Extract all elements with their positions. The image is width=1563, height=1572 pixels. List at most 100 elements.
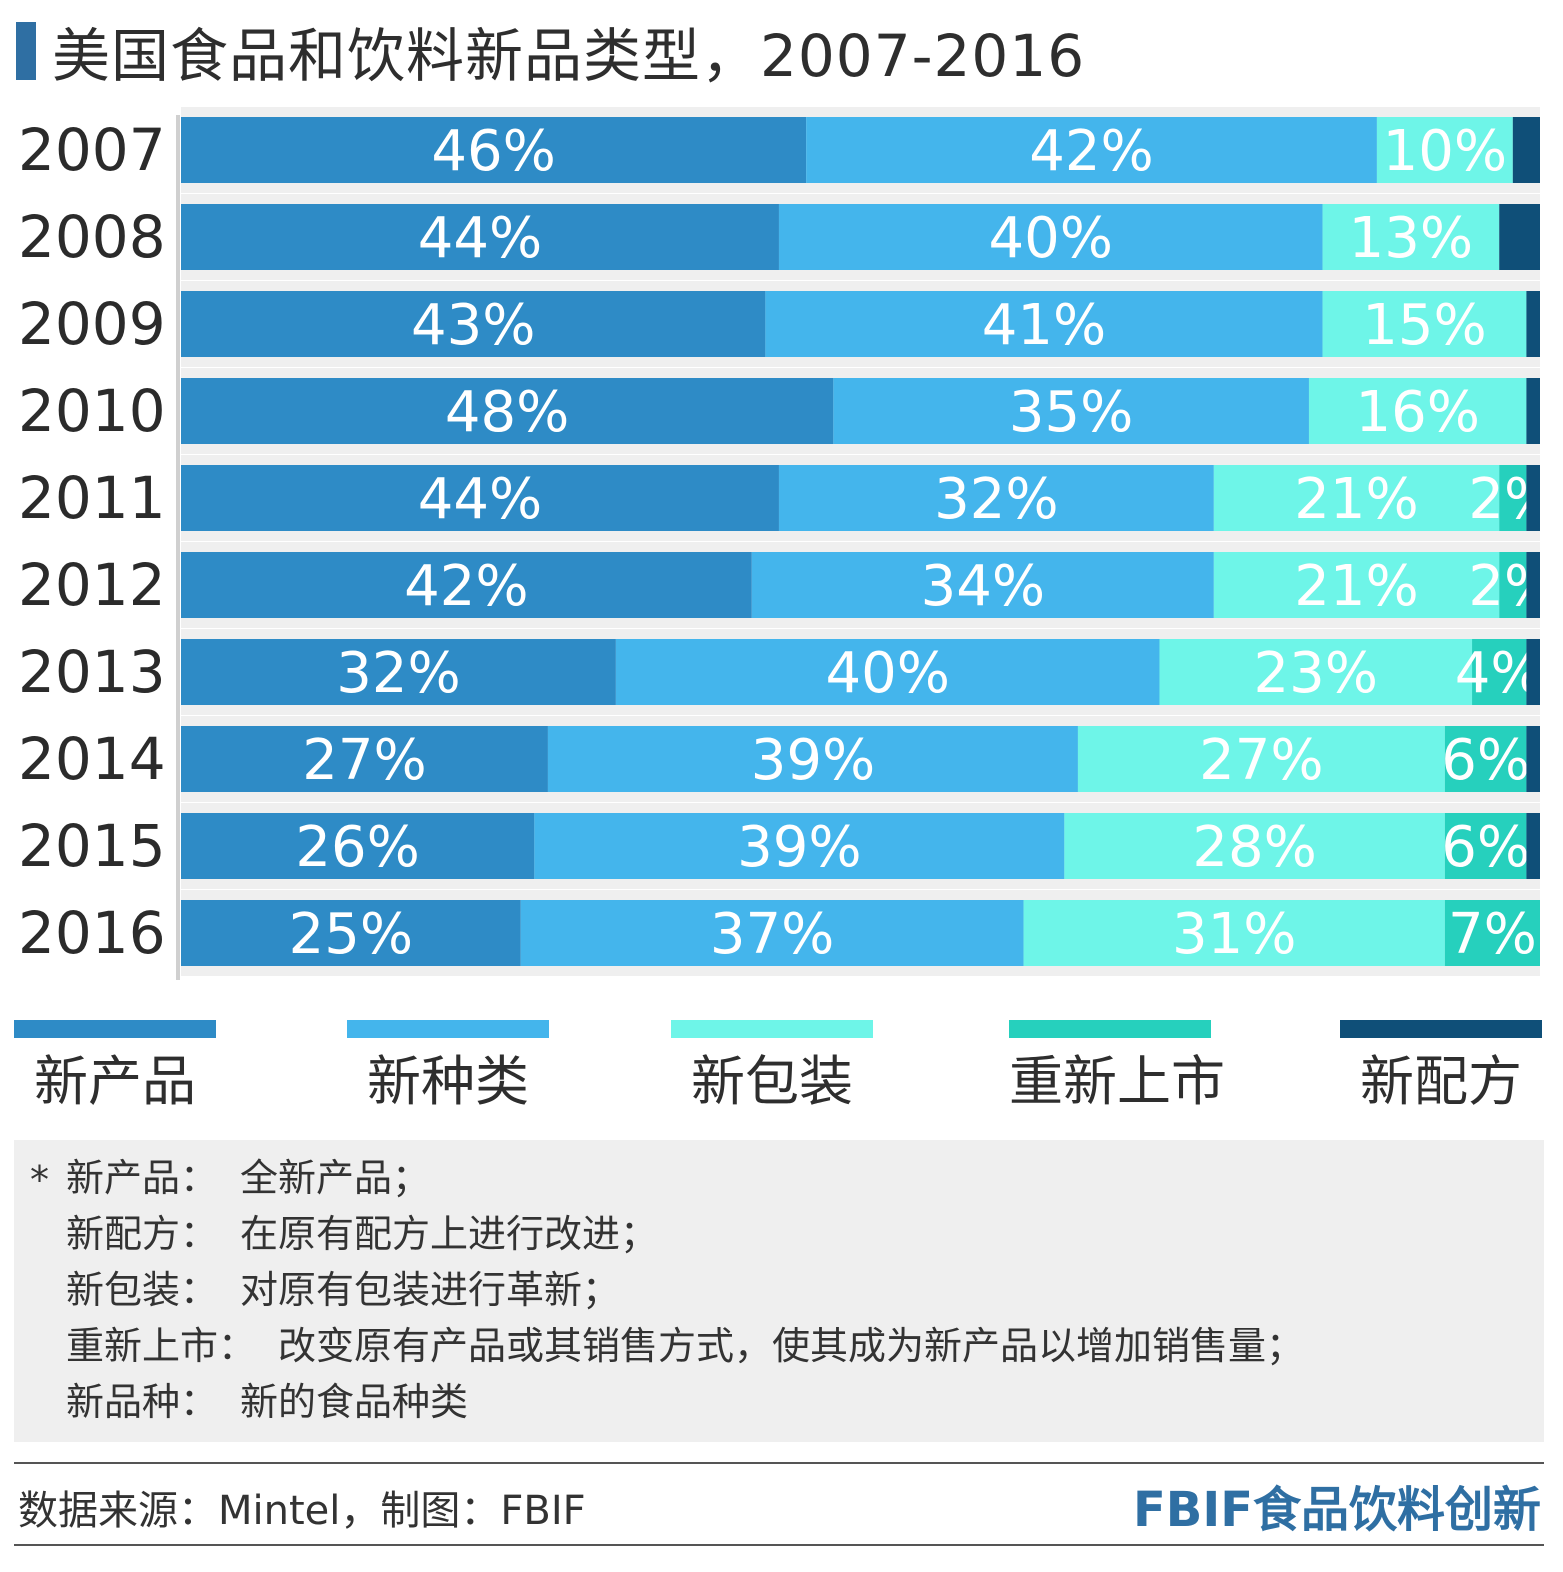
legend-item-new-product: 新产品 <box>14 1020 216 1112</box>
bar-segment <box>181 117 807 183</box>
y-tick-label: 2009 <box>18 290 166 358</box>
bar-segment <box>1444 726 1527 792</box>
data-label: 6% <box>1441 815 1530 880</box>
bar-segment <box>1023 900 1445 966</box>
stacked-bar-chart: 2007 46% 42% 10% 2008 44% 40% 13% 2009 43% 41% 15% 2… <box>18 107 1557 980</box>
data-label: 26% <box>295 815 419 880</box>
data-label: 28% <box>1192 815 1316 880</box>
data-source: 数据来源：Mintel，制图：FBIF <box>18 1488 586 1534</box>
note-term: 新配方： <box>66 1212 219 1256</box>
bar-segment <box>1526 378 1540 444</box>
y-tick-label: 2007 <box>18 116 166 184</box>
note-line: 新配方： 在原有配方上进行改进； <box>66 1206 658 1262</box>
bar-segment <box>181 726 548 792</box>
legend-swatch <box>347 1020 549 1038</box>
bar-segment <box>1322 291 1527 357</box>
bar-segment <box>1159 639 1473 705</box>
data-label: 13% <box>1349 206 1473 271</box>
note-line: 新产品： 全新产品； <box>66 1150 430 1206</box>
data-label: 16% <box>1355 380 1479 445</box>
footer-bottom-rule <box>14 1544 1544 1546</box>
data-label: 46% <box>431 119 555 184</box>
bar-segment <box>1213 552 1500 618</box>
data-label: 27% <box>1199 728 1323 793</box>
bar-segment <box>833 378 1309 444</box>
data-label: 27% <box>302 728 426 793</box>
note-term: 新品种： <box>66 1380 219 1424</box>
data-label: 44% <box>418 206 542 271</box>
y-tick-label: 2012 <box>18 551 166 619</box>
data-label: 42% <box>1029 119 1153 184</box>
title-row: 美国食品和饮料新品类型，2007-2016 <box>16 14 1085 90</box>
note-marker: * <box>30 1158 49 1202</box>
bar-segment <box>534 813 1065 879</box>
data-label: 39% <box>737 815 861 880</box>
definitions-panel: * 新产品： 全新产品； 新配方： 在原有配方上进行改进； 新包装： 对原有包装进行革… <box>14 1140 1544 1442</box>
legend: 新产品 新种类 新包装 重新上市 新配方 <box>14 1020 1544 1130</box>
bar-segment <box>1077 726 1445 792</box>
legend-label: 重新上市 <box>1009 1050 1225 1113</box>
y-axis-line <box>176 115 180 980</box>
legend-label: 新配方 <box>1360 1050 1522 1113</box>
data-label: 48% <box>445 380 569 445</box>
data-label: 6% <box>1441 728 1530 793</box>
data-label: 23% <box>1254 641 1378 706</box>
bar-segment <box>1512 117 1540 183</box>
bar-segment <box>1064 813 1445 879</box>
bar-segment <box>1376 117 1513 183</box>
data-label: 42% <box>404 554 528 619</box>
legend-swatch <box>671 1020 873 1038</box>
chart-title: 美国食品和饮料新品类型，2007-2016 <box>52 22 1086 90</box>
bar-segment <box>1322 204 1500 270</box>
bar-segment <box>778 204 1323 270</box>
bar-segment <box>1526 291 1540 357</box>
legend-swatch <box>1009 1020 1211 1038</box>
bar-segment <box>751 552 1214 618</box>
title-accent-bar <box>16 22 36 80</box>
y-tick-label: 2016 <box>18 899 166 967</box>
bar-segment <box>181 465 779 531</box>
bar-segment <box>1499 204 1540 270</box>
bar-segment <box>1526 813 1540 879</box>
note-line: 新包装： 对原有包装进行革新； <box>66 1262 620 1318</box>
note-term: 新产品： <box>66 1156 219 1200</box>
data-label: 39% <box>751 728 875 793</box>
bar-segment <box>1526 639 1540 705</box>
data-label: 31% <box>1172 902 1296 967</box>
legend-item-new-packaging: 新包装 <box>671 1020 873 1112</box>
footer-top-rule <box>14 1462 1544 1464</box>
bar-segment <box>1213 465 1500 531</box>
bar-segment <box>765 291 1323 357</box>
note-line: 重新上市： 改变原有产品或其销售方式，使其成为新产品以增加销售量； <box>66 1318 1304 1374</box>
bar-segment <box>1526 552 1540 618</box>
bar-segment <box>1526 465 1540 531</box>
bar-segment <box>181 813 535 879</box>
note-term: 重新上市： <box>66 1324 257 1368</box>
bar-segment <box>806 117 1377 183</box>
bar-segment <box>181 291 766 357</box>
data-label: 21% <box>1294 554 1418 619</box>
data-label: 7% <box>1448 902 1537 967</box>
data-label: 32% <box>336 641 460 706</box>
data-label: 34% <box>921 554 1045 619</box>
data-label: 37% <box>710 902 834 967</box>
bar-segment <box>520 900 1024 966</box>
data-label: 2% <box>1468 554 1557 619</box>
bar-segment <box>181 900 521 966</box>
bar-segment <box>181 639 616 705</box>
data-label: 41% <box>982 293 1106 358</box>
data-label: 2% <box>1468 467 1557 532</box>
note-desc: 对原有包装进行革新； <box>240 1268 621 1312</box>
data-label: 25% <box>289 902 413 967</box>
note-desc: 新的食品种类 <box>240 1380 469 1424</box>
data-label: 44% <box>418 467 542 532</box>
note-desc: 在原有配方上进行改进； <box>240 1212 659 1256</box>
brand-logo-text: FBIF食品饮料创新 <box>1132 1482 1541 1538</box>
bar-segment <box>778 465 1214 531</box>
legend-item-relaunch: 重新上市 <box>1009 1020 1225 1113</box>
data-label: 35% <box>1009 380 1133 445</box>
bar-segment <box>1308 378 1527 444</box>
bar-segment <box>1472 639 1527 705</box>
note-line: 新品种： 新的食品种类 <box>66 1374 468 1430</box>
y-tick-label: 2011 <box>18 464 166 532</box>
